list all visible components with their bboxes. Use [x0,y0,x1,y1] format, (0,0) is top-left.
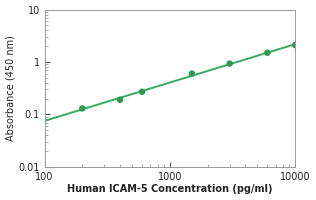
Point [227,62,232,65]
Point [140,90,145,93]
Point [265,51,270,54]
Point [189,72,194,75]
Point [293,43,298,47]
Point [118,98,123,101]
Y-axis label: Absorbance (450 nm): Absorbance (450 nm) [6,35,15,141]
X-axis label: Human ICAM-5 Concentration (pg/ml): Human ICAM-5 Concentration (pg/ml) [67,184,273,194]
Point [80,107,85,110]
